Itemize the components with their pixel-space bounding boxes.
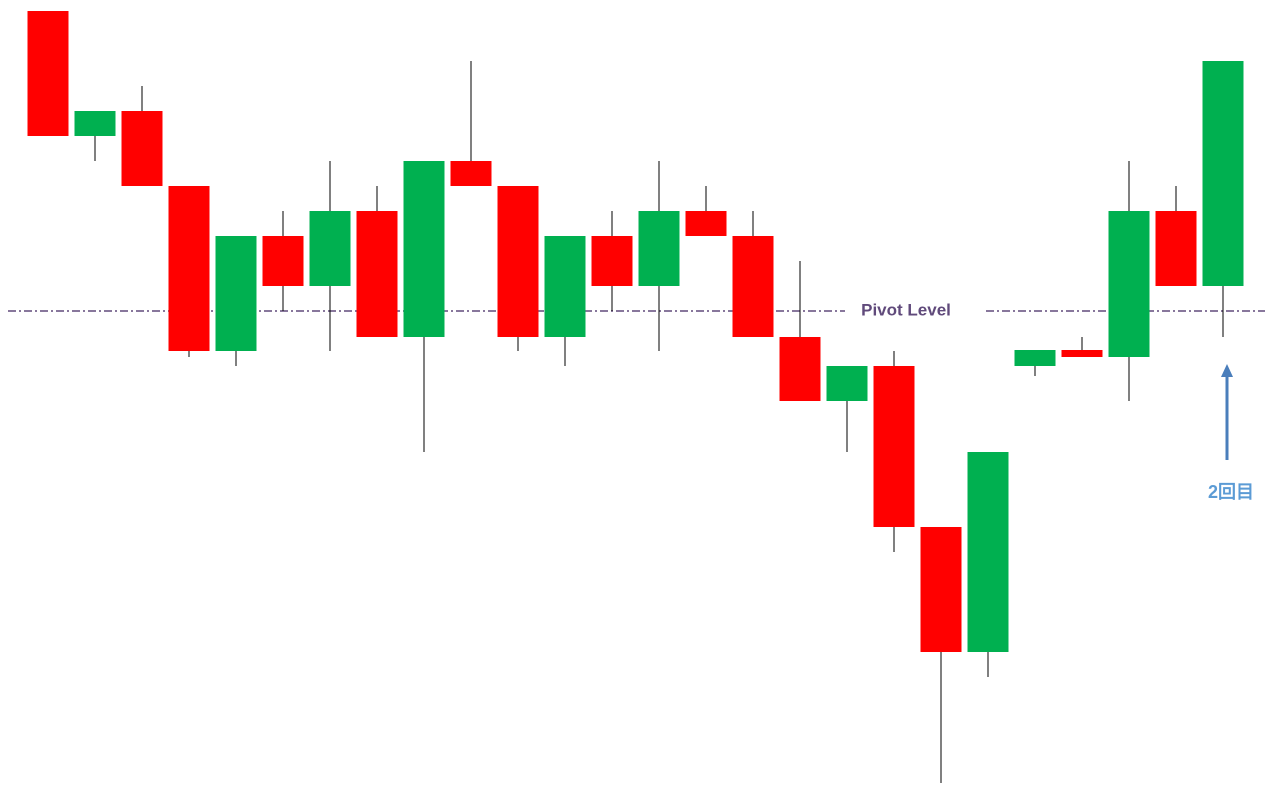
- candle-body: [638, 211, 680, 286]
- candle-body: [403, 161, 445, 337]
- candle-body: [779, 337, 821, 401]
- candle-body: [215, 236, 257, 351]
- candle-body: [1061, 350, 1103, 357]
- candle-body: [732, 236, 774, 337]
- candle-body: [873, 366, 915, 527]
- candle-body: [168, 186, 210, 351]
- candle-body: [544, 236, 586, 337]
- candle-body: [450, 161, 492, 186]
- candle-body: [27, 11, 69, 136]
- candle-body: [1202, 61, 1244, 286]
- candle-body: [1108, 211, 1150, 357]
- candle-body: [1155, 211, 1197, 286]
- candle-body: [826, 366, 868, 401]
- candle-body: [121, 111, 163, 186]
- candle-body: [262, 236, 304, 286]
- candle-body: [685, 211, 727, 236]
- candle-body: [591, 236, 633, 286]
- candle-body: [920, 527, 962, 652]
- annotation-arrowhead: [1221, 364, 1233, 377]
- candle-body: [967, 452, 1009, 652]
- candle-body: [1014, 350, 1056, 366]
- candle-body: [74, 111, 116, 136]
- candle-body: [309, 211, 351, 286]
- candle-body: [497, 186, 539, 337]
- annotation-label: 2回目: [1208, 482, 1254, 502]
- candle-body: [356, 211, 398, 337]
- pivot-label: Pivot Level: [861, 300, 951, 319]
